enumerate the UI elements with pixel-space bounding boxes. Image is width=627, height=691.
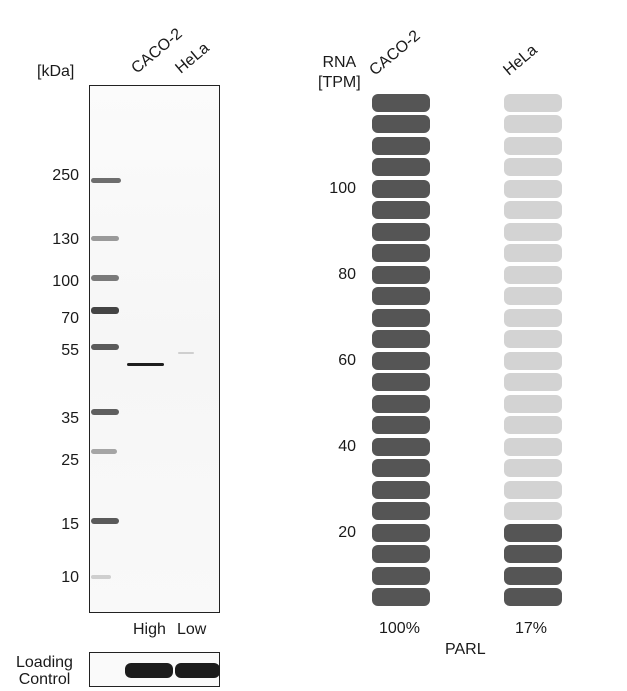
rna-pill-caco-2-13 [372,330,430,348]
rna-y-tick-40: 40 [338,437,356,455]
rna-pill-hela-4 [504,523,562,542]
rna-pill-caco-2-22 [372,136,430,155]
rna-pill-hela-1 [504,588,562,606]
rna-y-tick-20: 20 [338,523,356,541]
rna-pill-hela-13 [504,330,562,348]
sample-band-hela [178,352,194,354]
rna-pill-hela-17 [504,244,562,262]
rna-y-tick-80: 80 [338,265,356,283]
rna-pill-caco-2-3 [372,545,430,563]
ladder-band-25 [91,449,117,454]
rna-percent-hela: 17% [515,620,548,637]
rna-percent-caco2: 100% [379,620,420,637]
rna-pill-caco-2-10 [372,394,430,413]
load-label-high: High [133,621,166,638]
rna-axis-label-line1: RNA [322,54,357,71]
rna-pill-hela-7 [504,459,562,477]
rna-pill-caco-2-6 [372,480,430,499]
rna-pill-caco-2-23 [372,115,430,133]
rna-pill-caco-2-19 [372,201,430,219]
rna-y-tick-60: 60 [338,351,356,369]
rna-pill-hela-24 [504,93,562,112]
rna-pill-hela-12 [504,351,562,370]
rna-pill-caco-2-16 [372,265,430,284]
loading-control-label-line1: Loading [16,654,73,671]
rna-pill-hela-22 [504,136,562,155]
rna-pill-caco-2-7 [372,459,430,477]
sample-band-caco2 [127,363,164,366]
rna-pill-hela-19 [504,201,562,219]
rna-pill-caco-2-1 [372,588,430,606]
marker-label-250: 250 [52,167,79,184]
rna-pill-caco-2-2 [372,566,430,585]
rna-pill-caco-2-5 [372,502,430,520]
marker-label-70: 70 [61,310,79,327]
rna-pill-hela-21 [504,158,562,176]
kda-unit-label: [kDa] [37,63,75,80]
rna-pill-caco-2-9 [372,416,430,434]
rna-pill-caco-2-4 [372,523,430,542]
rna-pill-hela-20 [504,179,562,198]
rna-pill-hela-8 [504,437,562,456]
rna-pill-hela-3 [504,545,562,563]
ladder-band-250 [91,178,121,183]
ladder-band-70 [91,307,119,314]
loading-control-label-line2: Control [18,671,71,688]
marker-label-35: 35 [61,410,79,427]
marker-label-10: 10 [61,569,79,586]
rna-pill-hela-18 [504,222,562,241]
rna-y-tick-100: 100 [329,179,356,197]
rna-pill-caco-2-24 [372,93,430,112]
gene-name-label: PARL [445,641,486,658]
rna-pill-caco-2-14 [372,308,430,327]
rna-pill-hela-5 [504,502,562,520]
rna-pill-hela-6 [504,480,562,499]
loading-control-band-caco2 [125,663,173,678]
loading-control-blot [89,652,220,687]
rna-pill-caco-2-20 [372,179,430,198]
rna-axis-label-line2: [TPM] [318,74,361,91]
rna-pill-hela-11 [504,373,562,391]
rna-pill-caco-2-21 [372,158,430,176]
rna-pill-caco-2-18 [372,222,430,241]
marker-label-130: 130 [52,231,79,248]
western-blot-image [89,85,220,613]
rna-pill-caco-2-17 [372,244,430,262]
ladder-band-35 [91,409,119,415]
ladder-band-10 [91,575,111,579]
rna-pill-caco-2-15 [372,287,430,305]
loading-control-band-hela [175,663,220,678]
rna-pill-hela-15 [504,287,562,305]
load-label-low: Low [177,621,207,638]
rna-axis-label: RNA [TPM] [318,53,361,93]
rna-pill-caco-2-8 [372,437,430,456]
rna-pill-hela-23 [504,115,562,133]
ladder-band-55 [91,344,119,350]
rna-pill-hela-10 [504,394,562,413]
marker-label-100: 100 [52,273,79,290]
marker-label-25: 25 [61,452,79,469]
loading-control-label: Loading Control [16,654,73,688]
ladder-band-130 [91,236,119,241]
marker-label-15: 15 [61,516,79,533]
ladder-band-15 [91,518,119,524]
rna-pill-hela-2 [504,566,562,585]
marker-label-55: 55 [61,342,79,359]
rna-pill-caco-2-12 [372,351,430,370]
ladder-band-100 [91,275,119,281]
rna-pill-hela-14 [504,308,562,327]
rna-pill-hela-9 [504,416,562,434]
rna-pill-hela-16 [504,265,562,284]
rna-pill-caco-2-11 [372,373,430,391]
